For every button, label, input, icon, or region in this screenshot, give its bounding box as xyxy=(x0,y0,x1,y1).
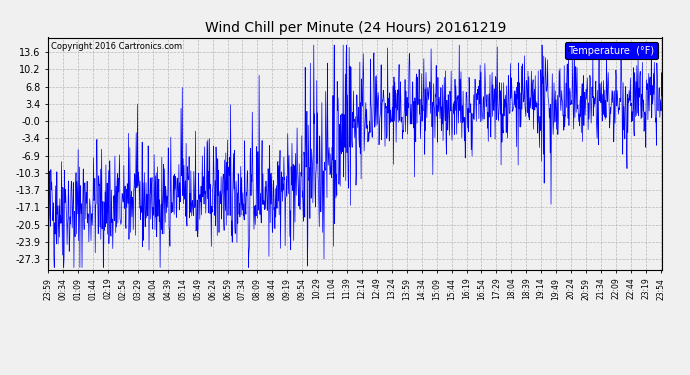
Text: Copyright 2016 Cartronics.com: Copyright 2016 Cartronics.com xyxy=(51,42,182,51)
Legend: Temperature  (°F): Temperature (°F) xyxy=(564,42,658,59)
Title: Wind Chill per Minute (24 Hours) 20161219: Wind Chill per Minute (24 Hours) 2016121… xyxy=(205,21,506,35)
